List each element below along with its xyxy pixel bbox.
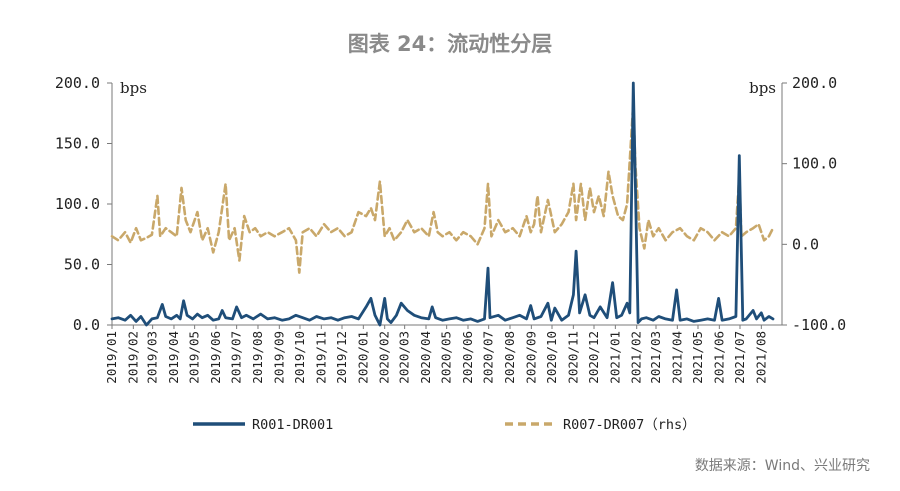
legend: R001-DR001 R007-DR007（rhs） <box>193 417 696 433</box>
x-tick-label: 2020/02 <box>377 331 392 384</box>
x-tick-label: 2020/05 <box>439 331 454 384</box>
left-axis-unit: bps <box>120 79 147 97</box>
legend-label-r007-dr007: R007-DR007（rhs） <box>563 417 696 433</box>
x-tick-label: 2019/07 <box>229 331 244 384</box>
labels-layer: 0.0 50.0 100.0 150.0 200.0 -100.0 0.0 100.0 200.… <box>55 74 846 384</box>
x-tick-label: 2019/11 <box>313 331 328 384</box>
x-tick-label: 2019/05 <box>187 331 202 384</box>
right-tick-label: 200.0 <box>792 74 837 92</box>
x-tick-label: 2019/02 <box>125 331 140 384</box>
left-tick-label: 50.0 <box>64 256 100 274</box>
x-tick-label: 2021/05 <box>690 331 705 384</box>
series-line-r007-dr007 <box>110 101 775 274</box>
left-tick-label: 0.0 <box>73 316 100 334</box>
x-tick-label: 2019/03 <box>145 331 160 384</box>
x-tick-label: 2020/08 <box>502 331 517 384</box>
x-tick-label: 2021/01 <box>607 331 622 384</box>
x-tick-label: 2020/11 <box>565 331 580 384</box>
right-tick-label: -100.0 <box>792 316 846 334</box>
x-tick-label: 2021/06 <box>711 331 726 384</box>
data-source: 数据来源：Wind、兴业研究 <box>694 458 870 474</box>
x-tick-label: 2019/06 <box>208 331 223 384</box>
x-tick-label: 2019/10 <box>292 331 307 384</box>
left-tick-label: 100.0 <box>55 195 100 213</box>
x-tick-label: 2021/02 <box>629 331 644 384</box>
series-line-r001-dr001 <box>110 81 775 327</box>
x-tick-label: 2020/12 <box>586 331 601 384</box>
x-tick-label: 2019/09 <box>271 331 286 384</box>
x-tick-label: 2020/07 <box>481 331 496 384</box>
x-tick-label: 2020/06 <box>460 331 475 384</box>
x-tick-label: 2020/03 <box>397 331 412 384</box>
x-tick-label: 2020/04 <box>418 331 433 384</box>
x-tick-label: 2019/04 <box>166 331 181 384</box>
x-tick-label: 2021/08 <box>753 331 768 384</box>
right-axis-unit: bps <box>749 79 776 97</box>
x-tick-label: 2019/01 <box>104 331 119 384</box>
legend-label-r001-dr001: R001-DR001 <box>252 417 333 433</box>
x-tick-label: 2019/08 <box>250 331 265 384</box>
x-tick-label: 2020/09 <box>523 331 538 384</box>
x-tick-label: 2019/12 <box>334 331 349 384</box>
series-layer <box>110 81 775 327</box>
axes-layer <box>107 82 787 329</box>
right-tick-label: 0.0 <box>792 235 819 253</box>
left-tick-label: 150.0 <box>55 135 100 153</box>
x-tick-label: 2021/03 <box>648 331 663 384</box>
x-tick-label: 2020/10 <box>544 331 559 384</box>
chart-title: 图表 24：流动性分层 <box>347 32 553 56</box>
right-tick-label: 100.0 <box>792 155 837 173</box>
x-tick-label: 2020/01 <box>355 331 370 384</box>
left-tick-label: 200.0 <box>55 74 100 92</box>
x-tick-label: 2021/04 <box>669 331 684 384</box>
x-tick-label: 2021/07 <box>732 331 747 384</box>
